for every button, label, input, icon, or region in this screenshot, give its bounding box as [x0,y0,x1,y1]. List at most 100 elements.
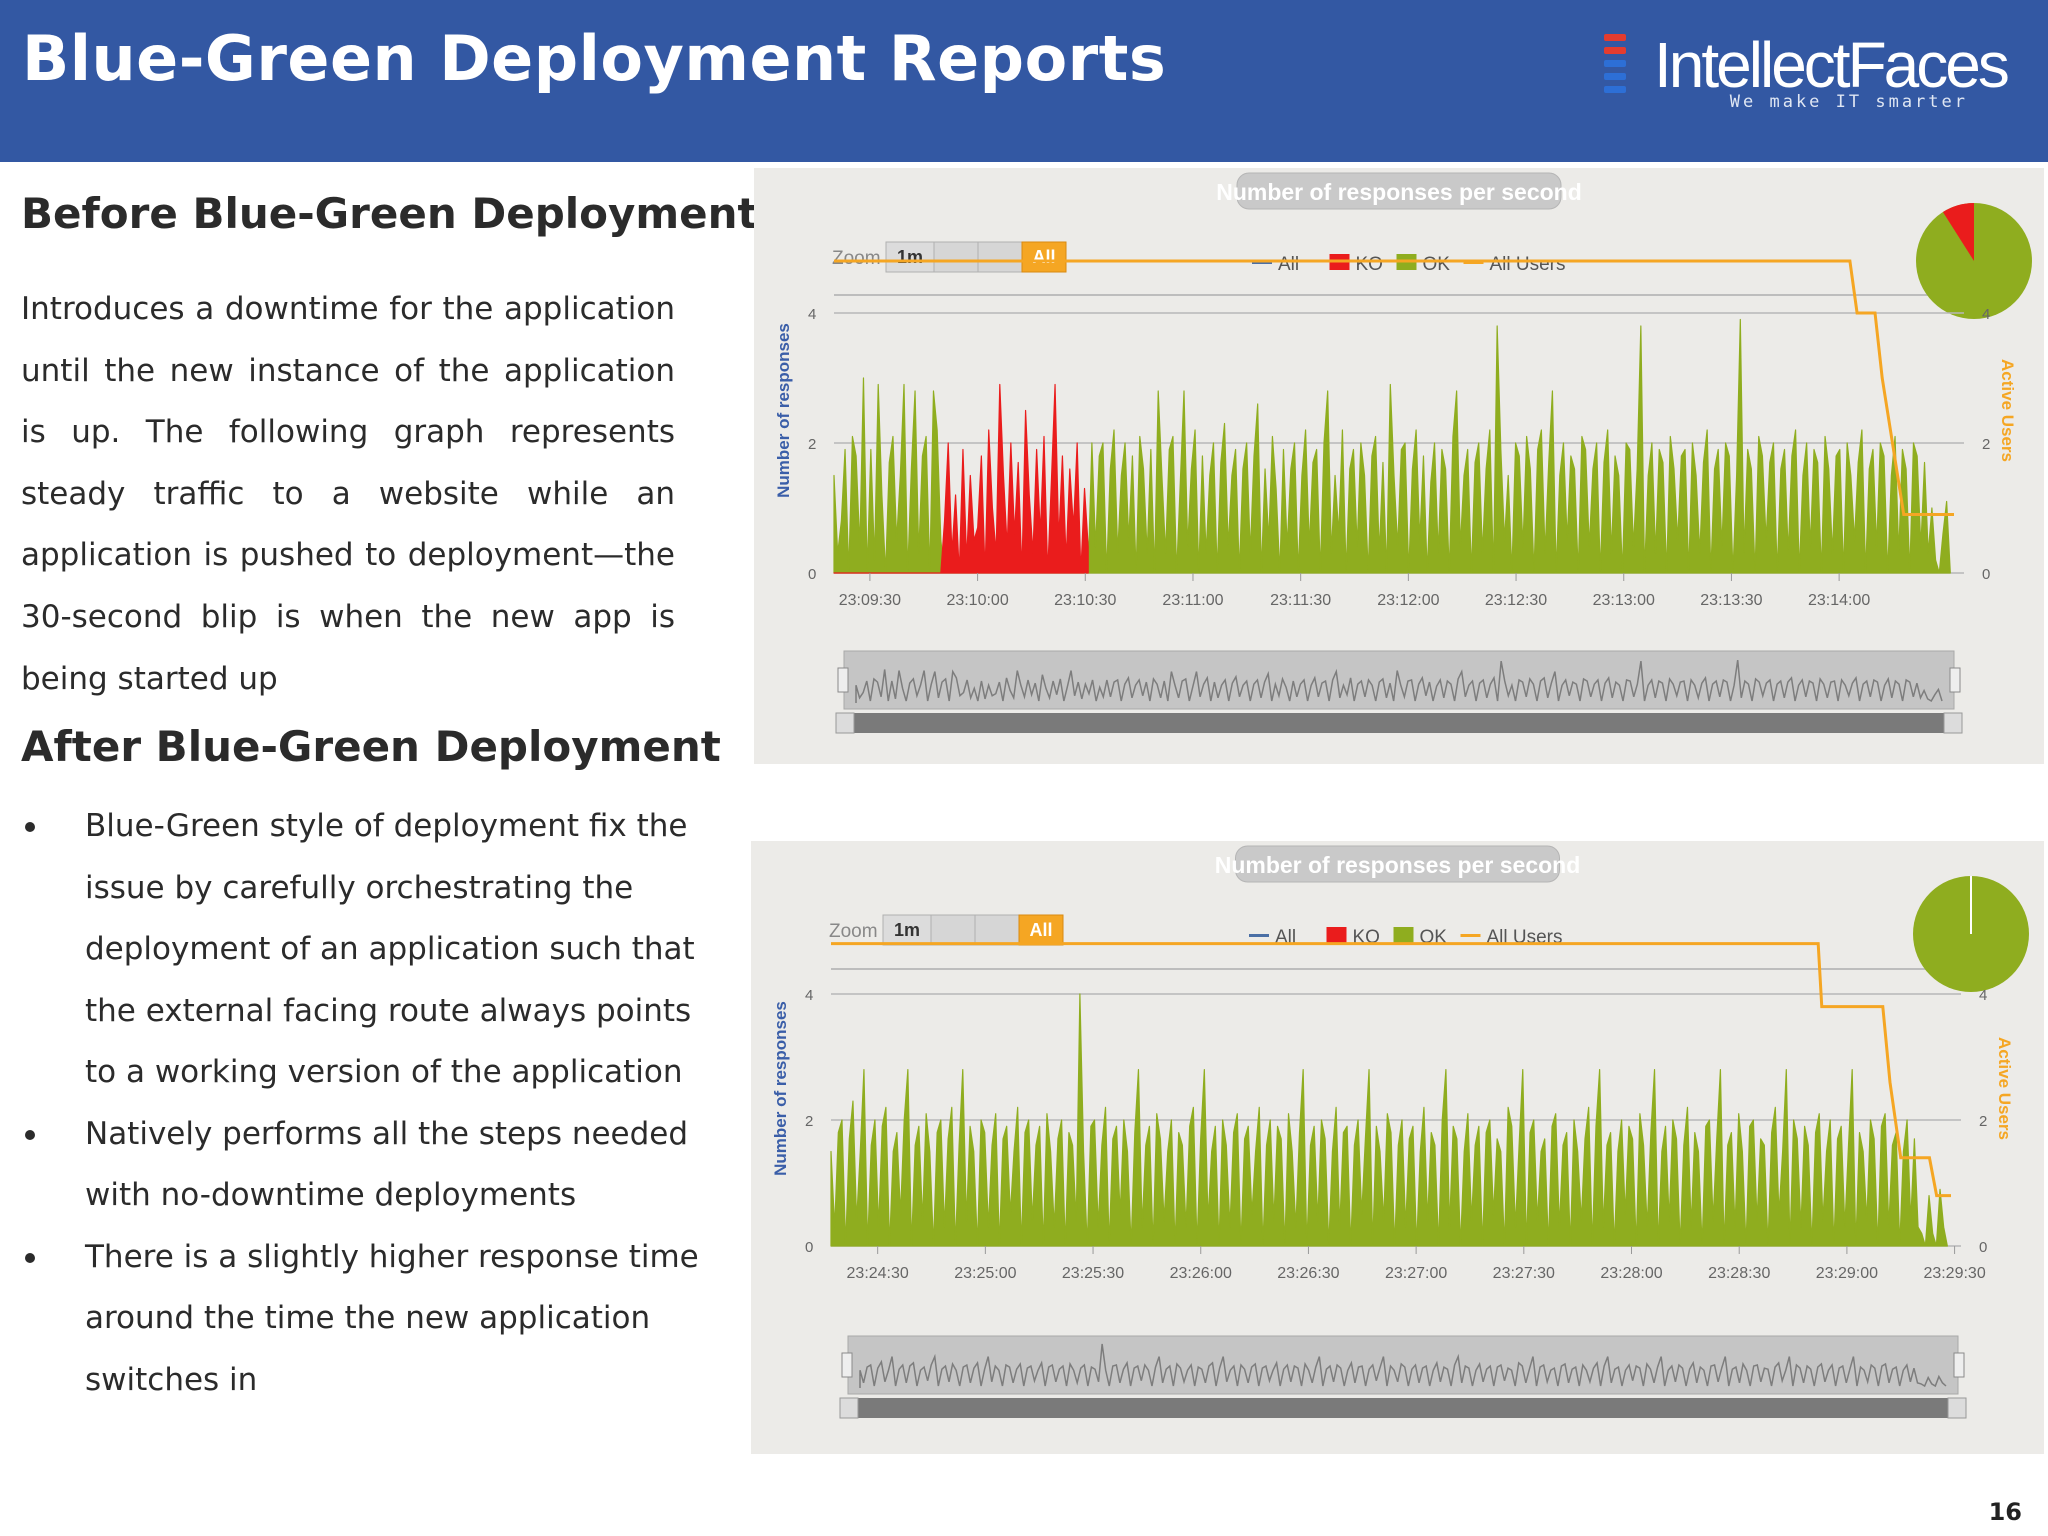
zoom-blank-button[interactable] [974,914,1020,946]
y-axis-title: Number of responses [771,1001,790,1176]
y-axis-title: Number of responses [774,323,793,498]
x-tick-label: 23:12:30 [1485,592,1547,609]
before-heading: Before Blue-Green Deployment [21,189,758,238]
legend-label[interactable]: KO [1356,254,1383,275]
after-heading: After Blue-Green Deployment [21,722,721,771]
logo-name: IntellectFaces [1654,29,2010,101]
x-tick-label: 23:28:00 [1600,1265,1662,1282]
bullet-dot-icon [25,1129,35,1140]
bullet-dot-icon [25,822,35,832]
navigator-series [859,1343,1947,1388]
slide-title: Blue-Green Deployment Reports [22,22,1167,95]
zoom-all-button[interactable] [1021,241,1067,273]
legend-symbol [1249,934,1269,937]
zoom-blank-button[interactable] [977,241,1023,273]
zoom-all-label: All [1032,247,1055,267]
zoom-blank-button[interactable] [933,241,979,273]
y2-axis-title: Active Users [1998,359,2017,462]
y-tick-label: 0 [808,566,816,583]
x-tick-label: 23:29:30 [1923,1265,1985,1282]
x-tick-label: 23:13:00 [1593,592,1655,609]
zoom-label: Zoom [832,248,881,269]
y-tick-label: 2 [805,1113,813,1130]
y2-tick-label: 2 [1979,1113,1987,1130]
x-tick-label: 23:10:00 [946,592,1008,609]
bullet-item: There is a slightly higher response time… [21,1227,701,1412]
y-tick-label: 4 [805,987,813,1004]
x-tick-label: 23:12:00 [1377,592,1439,609]
legend-label[interactable]: All Users [1490,254,1566,275]
series-ko-area [833,383,1089,574]
x-tick-label: 23:09:30 [839,592,901,609]
zoom-1m-button[interactable] [882,914,932,946]
series-all-users-line [831,942,1951,1198]
y2-tick-label: 4 [1979,987,1987,1004]
zoom-all-label: All [1029,920,1052,940]
bullet-text: Blue-Green style of deployment fix the i… [85,808,695,1090]
slide-header: Blue-Green Deployment Reports IntellectF… [0,0,2048,162]
y-tick-label: 2 [808,436,816,453]
before-chart-panel: Number of responses per second Zoom 1m All A… [754,168,2044,764]
bullet-item: Natively performs all the steps needed w… [21,1104,701,1227]
scroll-left-arrow-icon[interactable] [835,712,855,734]
zoom-label: Zoom [829,921,878,942]
x-tick-label: 23:26:30 [1277,1265,1339,1282]
x-tick-label: 23:29:00 [1816,1265,1878,1282]
y2-tick-label: 0 [1979,1239,1987,1256]
before-paragraph: Introduces a downtime for the applicatio… [21,291,675,697]
chart-title-box [1236,172,1562,210]
series-ok-area [830,993,1948,1247]
after-bullet-list: Blue-Green style of deployment fix the i… [21,796,701,1411]
scroll-left-arrow-icon[interactable] [839,1397,859,1419]
legend-symbol [1393,927,1414,943]
x-tick-label: 23:14:00 [1808,592,1870,609]
navigator-right-handle[interactable] [1953,1352,1965,1378]
x-tick-label: 23:27:00 [1385,1265,1447,1282]
navigator-right-handle[interactable] [1949,667,1961,693]
chart-title-box [1235,845,1560,883]
chart-title: Number of responses per second [1216,179,1582,205]
bullet-text: There is a slightly higher response time… [85,1238,699,1398]
x-tick-label: 23:24:30 [847,1265,909,1282]
bullet-text: Natively performs all the steps needed w… [85,1115,689,1214]
navigator-scrollbar[interactable] [836,713,1962,733]
x-tick-label: 23:28:30 [1708,1265,1770,1282]
legend-symbol [1460,934,1481,937]
y-tick-label: 0 [805,1239,813,1256]
after-chart: Number of responses per second Zoom 1m All A… [771,845,2029,1419]
navigator-scrollbar[interactable] [840,1398,1966,1418]
x-tick-label: 23:25:30 [1062,1265,1124,1282]
x-tick-label: 23:10:30 [1054,592,1116,609]
scroll-right-arrow-icon[interactable] [1947,1397,1967,1419]
company-logo: IntellectFaces We make IT smarter [1600,26,2010,122]
zoom-blank-button[interactable] [930,914,976,946]
navigator-left-handle[interactable] [841,1352,853,1378]
logo-mark-icon [1604,34,1626,94]
navigator-series [855,659,1943,703]
chart-title: Number of responses per second [1215,852,1581,878]
after-chart-panel: Number of responses per second Zoom 1m All A… [751,841,2044,1454]
zoom-1m-label: 1m [894,920,920,940]
scroll-right-arrow-icon[interactable] [1943,712,1963,734]
x-tick-label: 23:27:30 [1493,1265,1555,1282]
x-tick-label: 23:26:00 [1170,1265,1232,1282]
y2-tick-label: 2 [1982,436,1990,453]
navigator-left-handle[interactable] [837,667,849,693]
zoom-1m-label: 1m [897,247,923,267]
legend-label[interactable]: OK [1423,254,1451,275]
bullet-dot-icon [25,1252,35,1263]
x-tick-label: 23:11:00 [1162,592,1223,609]
legend-label[interactable]: All [1278,254,1299,275]
y2-axis-title: Active Users [1995,1037,2014,1140]
zoom-1m-button[interactable] [885,241,935,273]
x-tick-label: 23:11:30 [1270,592,1331,609]
x-tick-label: 23:25:00 [954,1265,1016,1282]
x-tick-label: 23:13:30 [1700,592,1762,609]
y2-tick-label: 0 [1982,566,1990,583]
bullet-item: Blue-Green style of deployment fix the i… [21,796,701,1104]
page-number: 16 [1988,1498,2022,1526]
y-tick-label: 4 [808,306,816,323]
y2-tick-label: 4 [1982,306,1990,323]
before-chart: Number of responses per second Zoom 1m All A… [774,172,2032,734]
logo-tagline: We make IT smarter [1729,92,1968,112]
